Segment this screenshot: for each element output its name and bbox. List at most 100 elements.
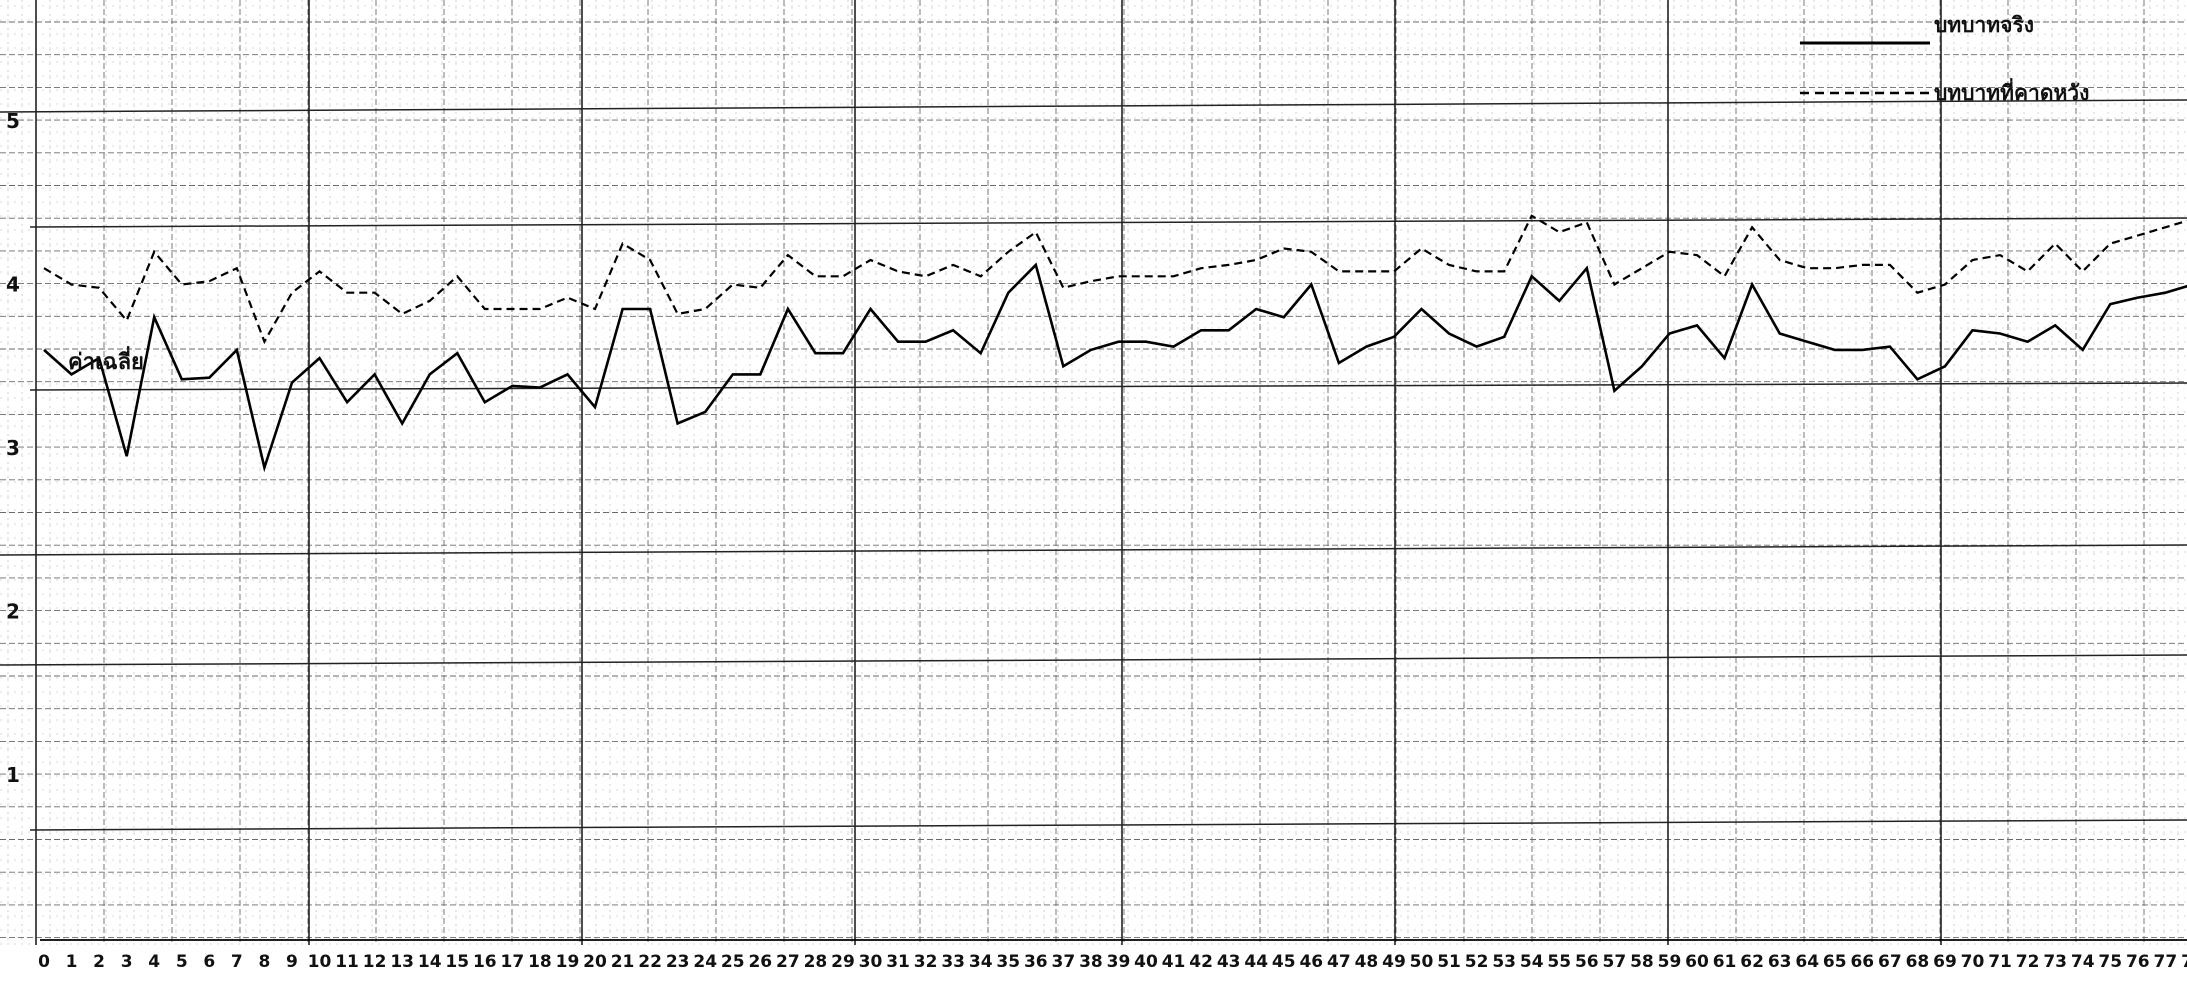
x-tick-label: 32 (914, 952, 938, 972)
x-tick-label: 77 (2154, 952, 2178, 972)
x-tick-label: 60 (1685, 952, 1709, 972)
y-tick-label: 3 (6, 436, 20, 460)
x-tick-label: 47 (1327, 952, 1351, 972)
x-tick-label: 36 (1024, 952, 1048, 972)
x-tick-label: 45 (1272, 952, 1296, 972)
x-tick-label: 67 (1878, 952, 1902, 972)
x-tick-label: 13 (390, 952, 414, 972)
y-tick-label: 1 (6, 763, 20, 787)
x-tick-label: 55 (1547, 952, 1571, 972)
x-tick-label: 50 (1410, 952, 1434, 972)
x-tick-label: 34 (969, 952, 993, 972)
x-tick-label: 2 (93, 952, 105, 972)
x-tick-label: 74 (2071, 952, 2095, 972)
x-tick-label: 63 (1768, 952, 1792, 972)
x-tick-label: 3 (121, 952, 133, 972)
x-tick-label: 5 (176, 952, 188, 972)
x-tick-label: 78 (2181, 952, 2187, 972)
x-tick-label: 17 (501, 952, 525, 972)
x-tick-label: 51 (1437, 952, 1461, 972)
grid-major-horizontal (29, 819, 2187, 831)
x-tick-label: 62 (1740, 952, 1764, 972)
x-tick-label: 35 (996, 952, 1020, 972)
grid-layer (0, 0, 2187, 945)
x-tick-label: 75 (2098, 952, 2122, 972)
x-tick-label: 0 (38, 952, 50, 972)
x-tick-label: 66 (1850, 952, 1874, 972)
x-tick-label: 26 (748, 952, 772, 972)
grid-major-horizontal (29, 217, 2187, 228)
x-tick-label: 6 (203, 952, 215, 972)
series-layer (43, 214, 2187, 473)
x-tick-label: 38 (1079, 952, 1103, 972)
x-tick-label: 42 (1189, 952, 1213, 972)
x-tick-label: 31 (886, 952, 910, 972)
x-tick-label: 48 (1355, 952, 1379, 972)
x-tick-label: 12 (363, 952, 387, 972)
x-tick-label: 69 (1933, 952, 1957, 972)
x-tick-label: 53 (1492, 952, 1516, 972)
x-tick-label: 9 (286, 952, 298, 972)
x-tick-label: 15 (445, 952, 469, 972)
x-tick-label: 25 (721, 952, 745, 972)
x-tick-label: 22 (638, 952, 662, 972)
x-tick-label: 4 (148, 952, 160, 972)
x-tick-label: 30 (859, 952, 883, 972)
y-tick-label: 2 (6, 600, 20, 624)
x-tick-label: 11 (335, 952, 359, 972)
x-tick-label: 29 (831, 952, 855, 972)
x-tick-label: 54 (1520, 952, 1544, 972)
x-tick-label: 1 (66, 952, 78, 972)
x-tick-label: 10 (308, 952, 332, 972)
x-tick-label: 58 (1630, 952, 1654, 972)
x-tick-label: 70 (1961, 952, 1985, 972)
x-tick-label: 28 (804, 952, 828, 972)
series-line-expected (43, 214, 2187, 345)
x-tick-label: 61 (1713, 952, 1737, 972)
x-tick-label: 27 (776, 952, 800, 972)
x-tick-label: 8 (258, 952, 270, 972)
x-tick-label: 57 (1603, 952, 1627, 972)
x-tick-label: 65 (1823, 952, 1847, 972)
x-tick-label: 52 (1465, 952, 1489, 972)
x-tick-label: 64 (1795, 952, 1819, 972)
x-tick-label: 40 (1134, 952, 1158, 972)
x-tick-label: 37 (1052, 952, 1076, 972)
x-tick-label: 16 (473, 952, 497, 972)
x-tick-label: 20 (583, 952, 607, 972)
series-line-actual (43, 262, 2187, 473)
grid-major-horizontal (0, 544, 2187, 556)
y-axis-label: ค่าเฉลี่ย (68, 345, 144, 375)
x-tick-label: 71 (1988, 952, 2012, 972)
y-tick-label: 5 (6, 109, 20, 133)
x-tick-label: 43 (1217, 952, 1241, 972)
x-tick-label: 39 (1107, 952, 1131, 972)
x-tick-label: 44 (1244, 952, 1268, 972)
legend: บทบาทจริง บทบาทที่คาดหวัง (1800, 13, 2089, 105)
x-tick-label: 46 (1299, 952, 1323, 972)
x-tick-label: 49 (1382, 952, 1406, 972)
x-tick-label: 76 (2126, 952, 2150, 972)
x-tick-label: 14 (418, 952, 442, 972)
legend-label-expected: บทบาทที่คาดหวัง (1934, 77, 2089, 105)
x-tick-label: 21 (611, 952, 635, 972)
grid-major-horizontal (0, 654, 2187, 666)
x-tick-label: 59 (1658, 952, 1682, 972)
y-tick-label: 4 (6, 273, 20, 297)
x-tick-label: 23 (666, 952, 690, 972)
x-tick-label: 19 (556, 952, 580, 972)
x-tick-label: 68 (1906, 952, 1930, 972)
x-tick-label: 56 (1575, 952, 1599, 972)
x-tick-label: 18 (528, 952, 552, 972)
x-tick-label: 41 (1162, 952, 1186, 972)
x-tick-label: 33 (941, 952, 965, 972)
x-tick-label: 7 (231, 952, 243, 972)
grid-major-horizontal (0, 99, 2187, 113)
legend-label-actual: บทบาทจริง (1934, 13, 2034, 37)
x-tick-label: 24 (693, 952, 717, 972)
grid-major-horizontal (29, 382, 2187, 391)
x-tick-label: 73 (2043, 952, 2067, 972)
